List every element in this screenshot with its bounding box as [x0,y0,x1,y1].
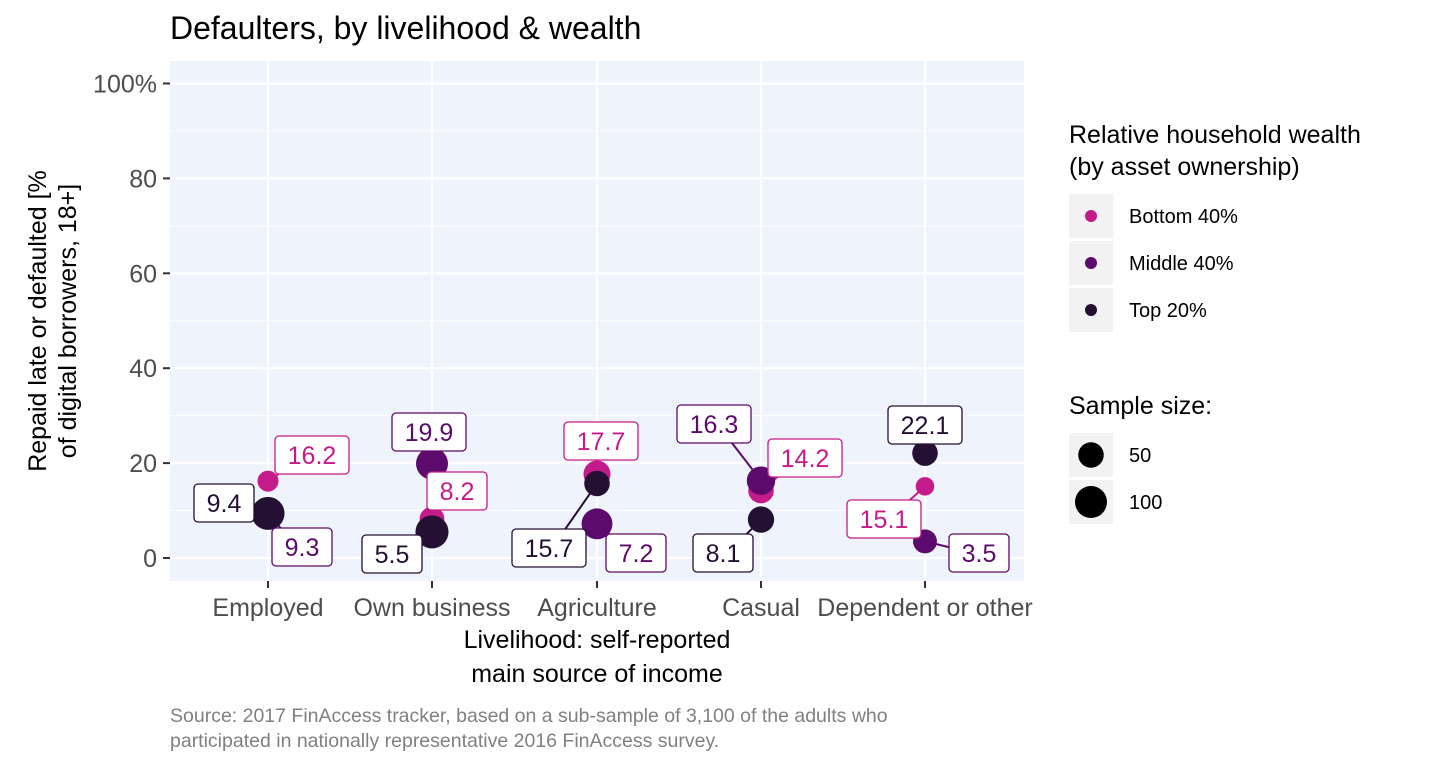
data-label-1-1: 19.9 [405,419,454,447]
point-middle-40--2 [581,508,613,540]
point-top-20--2 [584,470,610,497]
y-tick-label-3: 60 [129,260,157,288]
data-label-2-4: 22.1 [901,412,950,440]
point-top-20--4 [912,440,938,466]
data-label-0-1: 8.2 [440,478,475,506]
data-label-0-0: 16.2 [288,442,337,470]
label-box-0-2 [563,421,639,461]
label-box-0-1 [426,471,488,511]
y-tick-label-5: 100% [93,71,157,99]
x-tick-label-4: Dependent or other [817,594,1032,622]
legend-size-key-1 [1075,486,1107,518]
legend-key-0 [1085,210,1097,222]
legend-key-2 [1085,304,1097,316]
data-label-1-4: 3.5 [962,540,997,568]
data-label-0-2: 17.7 [577,428,626,456]
legend-label-2: Top 20% [1129,300,1207,322]
label-box-1-2 [605,533,667,573]
legend-size-label-1: 100 [1129,492,1162,514]
legend-color-title-line-2: (by asset ownership) [1069,153,1300,181]
data-label-2-3: 8.1 [706,540,741,568]
label-box-0-0 [274,435,350,475]
point-bottom-40--0 [257,470,279,492]
legend-label-1: Middle 40% [1129,253,1234,275]
point-top-20--1 [415,515,449,549]
x-axis-title-line-2: main source of income [471,660,723,688]
data-label-1-0: 9.3 [285,534,320,562]
data-label-0-4: 15.1 [860,506,909,534]
x-axis-title-line-1: Livelihood: self-reported [464,626,731,654]
label-box-2-0 [193,483,255,523]
label-box-0-3 [767,438,843,478]
y-axis-title: Repaid late or defaulted [% of digital b… [24,170,82,472]
grid-lines [170,61,1024,581]
data-label-1-2: 7.2 [619,540,654,568]
x-tick-label-1: Own business [353,594,510,622]
legend-size-label-0: 50 [1129,445,1151,467]
label-box-2-4 [887,405,963,445]
label-box-2-2 [511,528,587,568]
label-box-1-1 [391,412,467,452]
data-label-0-3: 14.2 [781,445,830,473]
legend-size-title: Sample size: [1069,392,1212,420]
caption-line-2: participated in nationally representativ… [170,730,719,752]
x-tick-label-3: Casual [722,594,800,622]
y-axis-title-line-1: Repaid late or defaulted [% [24,170,52,472]
label-box-1-3 [676,404,752,444]
point-bottom-40--4 [915,477,935,496]
x-tick-label-0: Employed [212,594,323,622]
label-box-1-4 [948,533,1010,573]
data-labels: 16.2 8.2 17.7 14.2 15.1 9.3 19.9 7.2 16.3 3.5 9.4 5… [193,404,1010,574]
point-top-20--0 [251,496,285,530]
axes: 0 20 40 60 80 100% Employed Own business Agricul… [93,71,1033,623]
legend-size-key-0 [1078,442,1104,468]
legend-label-0: Bottom 40% [1129,206,1238,228]
data-label-2-1: 5.5 [375,541,410,569]
x-tick-label-2: Agriculture [537,594,657,622]
chart-title: Defaulters, by livelihood & wealth [170,10,641,46]
label-box-0-4 [846,499,922,539]
data-label-2-0: 9.4 [207,490,242,518]
y-axis-title-line-2: of digital borrowers, 18+] [54,184,82,458]
y-tick-label-4: 80 [129,165,157,193]
y-tick-label-0: 0 [143,545,157,573]
label-box-2-1 [361,534,423,574]
data-label-2-2: 15.7 [525,535,574,563]
legend-color-title-line-1: Relative household wealth [1069,121,1361,149]
legend-key-1 [1085,257,1097,269]
y-tick-label-1: 20 [129,450,157,478]
label-box-1-0 [271,527,333,567]
caption-line-1: Source: 2017 FinAccess tracker, based on… [170,705,888,727]
point-top-20--3 [747,506,775,533]
label-box-2-3 [692,533,754,573]
legend: Relative household wealth (by asset owne… [1069,121,1361,524]
y-tick-label-2: 40 [129,355,157,383]
data-label-1-3: 16.3 [690,411,739,439]
